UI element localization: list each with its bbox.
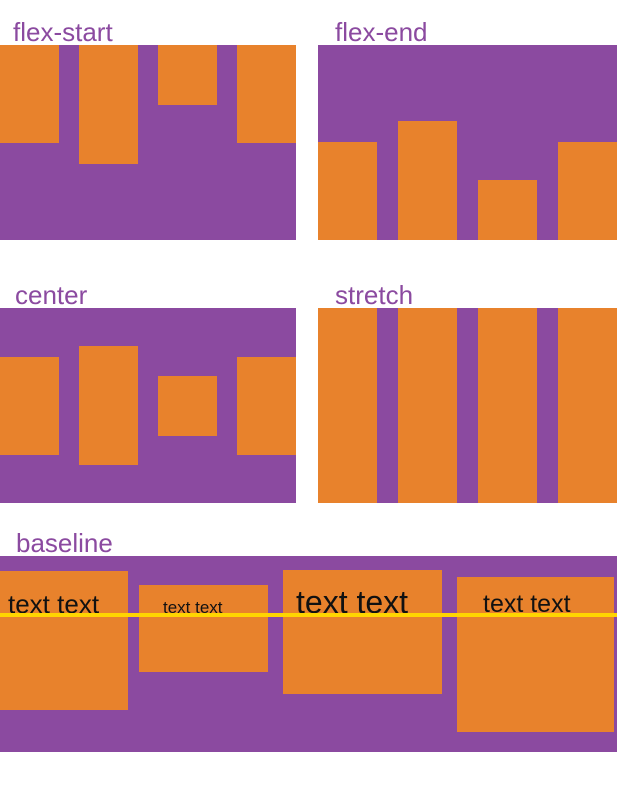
flex-container-flex-end: [318, 45, 617, 240]
baseline-line: [0, 613, 617, 617]
baseline-flex-item: text text: [0, 571, 128, 710]
flex-item: [318, 308, 377, 503]
baseline-flex-item: text text: [283, 570, 442, 694]
flex-container-stretch: [318, 308, 617, 503]
flex-item: [79, 45, 138, 164]
flex-item: [237, 45, 296, 143]
baseline-flex-item: text text: [457, 577, 614, 732]
flex-item: [558, 142, 617, 240]
flex-item: [158, 375, 217, 436]
baseline-flex-container: text text text text text text text text: [0, 556, 617, 752]
flex-container-center: [0, 308, 296, 503]
flex-item: [0, 45, 59, 143]
flex-item: [0, 356, 59, 455]
flex-item: [558, 308, 617, 503]
flex-item: [398, 121, 457, 240]
flex-item: [478, 180, 537, 240]
flex-item: [478, 308, 537, 503]
flex-item: [237, 356, 296, 455]
flex-item: [318, 142, 377, 240]
panel-title-flex-start: flex-start: [13, 17, 113, 47]
panel-title-center: center: [15, 280, 88, 310]
flex-item: [398, 308, 457, 503]
baseline-flex-item: text text: [139, 585, 268, 672]
flex-item: [79, 346, 138, 465]
panel-title-stretch: stretch: [335, 280, 414, 310]
flex-item: [158, 45, 217, 105]
flex-container-flex-start: [0, 45, 296, 240]
panel-title-flex-end: flex-end: [335, 17, 428, 47]
panel-title-baseline: baseline: [16, 528, 113, 558]
